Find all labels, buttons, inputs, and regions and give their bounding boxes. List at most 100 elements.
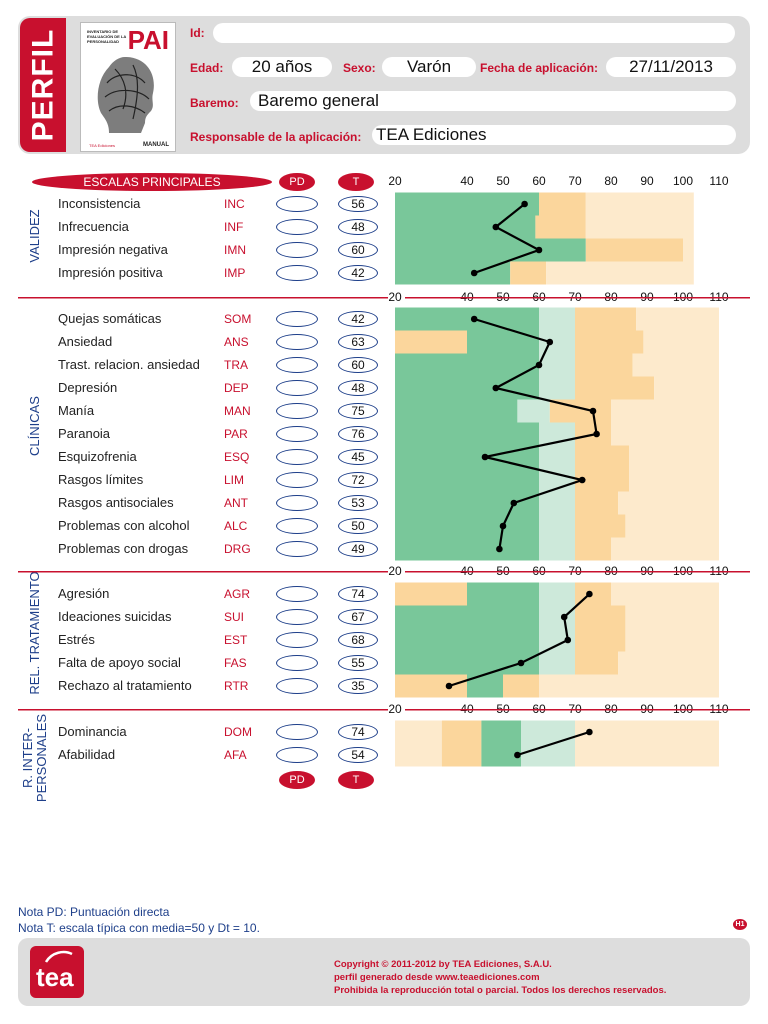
profile-point	[586, 590, 593, 598]
band-segment	[503, 674, 539, 698]
scale-abbr: ANT	[224, 496, 248, 510]
band-segment	[575, 720, 719, 744]
scale-abbr: SUI	[224, 610, 245, 624]
pd-score-field[interactable]	[276, 495, 318, 511]
t-score-field[interactable]: 42	[338, 265, 378, 281]
band-segment	[611, 582, 719, 606]
id-label: Id:	[190, 26, 205, 40]
edad-field[interactable]: 20 años	[232, 57, 332, 77]
t-score-field[interactable]: 42	[338, 311, 378, 327]
pd-score-field[interactable]	[276, 403, 318, 419]
t-score-field[interactable]: 48	[338, 219, 378, 235]
scale-abbr: DOM	[224, 725, 252, 739]
band-segment	[593, 399, 611, 423]
t-score-field[interactable]: 50	[338, 518, 378, 534]
band-segment	[636, 307, 719, 331]
band-segment	[395, 720, 442, 744]
scale-abbr: LIM	[224, 473, 245, 487]
cover-manual-label: MANUAL	[143, 142, 169, 148]
band-segment	[575, 514, 626, 538]
pd-score-field[interactable]	[276, 357, 318, 373]
pd-score-field[interactable]	[276, 426, 318, 442]
baremo-field[interactable]: Baremo general	[250, 91, 736, 111]
pd-score-field[interactable]	[276, 196, 318, 212]
t-score-field[interactable]: 48	[338, 380, 378, 396]
t-score-field[interactable]: 45	[338, 449, 378, 465]
x-tick-label: 40	[460, 174, 474, 188]
band-segment	[683, 238, 694, 262]
pd-score-field[interactable]	[276, 724, 318, 740]
pd-score-field[interactable]	[276, 449, 318, 465]
profile-point	[560, 613, 568, 621]
profile-point	[514, 751, 521, 759]
t-score-field[interactable]: 74	[338, 724, 378, 740]
t-score-field[interactable]: 55	[338, 655, 378, 671]
t-score-field[interactable]: 53	[338, 495, 378, 511]
band-segment	[395, 238, 586, 262]
band-segment	[395, 628, 539, 652]
pd-score-field[interactable]	[276, 242, 318, 258]
scale-name: Dominancia	[58, 724, 127, 739]
band-segment	[643, 330, 719, 354]
scale-name: Rasgos límites	[58, 472, 144, 487]
profile-point	[510, 499, 518, 507]
t-score-field[interactable]: 56	[338, 196, 378, 212]
sexo-label: Sexo:	[343, 61, 376, 75]
pd-score-field[interactable]	[276, 311, 318, 327]
t-score-field[interactable]: 76	[338, 426, 378, 442]
t-score-field[interactable]: 54	[338, 747, 378, 763]
t-score-field[interactable]: 63	[338, 334, 378, 350]
band-segment	[481, 743, 521, 767]
band-segment	[654, 376, 719, 400]
pd-column-header: PD	[279, 173, 315, 191]
head-scribble-icon	[97, 57, 154, 133]
pd-score-field[interactable]	[276, 655, 318, 671]
profile-point	[589, 407, 597, 415]
scale-abbr: INF	[224, 220, 244, 234]
pd-score-field[interactable]	[276, 265, 318, 281]
band-segment	[575, 651, 619, 675]
pd-score-field[interactable]	[276, 541, 318, 557]
pd-score-field[interactable]	[276, 472, 318, 488]
band-segment	[575, 376, 655, 400]
id-field[interactable]	[213, 23, 735, 43]
fecha-field[interactable]: 27/11/2013	[606, 57, 736, 77]
band-segment	[575, 743, 719, 767]
manual-cover-image: INVENTARIO DE EVALUACIÓN DE LA PERSONALI…	[80, 22, 176, 152]
sexo-field[interactable]: Varón	[382, 57, 476, 77]
pd-score-field[interactable]	[276, 518, 318, 534]
pd-score-field[interactable]	[276, 747, 318, 763]
tea-logo: tea	[30, 946, 84, 998]
scale-abbr: INC	[224, 197, 245, 211]
pd-score-field[interactable]	[276, 334, 318, 350]
band-segment	[539, 376, 575, 400]
pd-score-field[interactable]	[276, 678, 318, 694]
t-score-field[interactable]: 72	[338, 472, 378, 488]
responsable-field[interactable]: TEA Ediciones	[372, 125, 736, 145]
t-score-field[interactable]: 49	[338, 541, 378, 557]
t-column-header: T	[338, 173, 374, 191]
x-tick-label: 20	[388, 564, 402, 578]
band-segment	[395, 743, 442, 767]
t-score-field[interactable]: 74	[338, 586, 378, 602]
t-score-field[interactable]: 60	[338, 242, 378, 258]
profile-point	[496, 545, 503, 553]
pd-score-field[interactable]	[276, 380, 318, 396]
band-segment	[539, 582, 575, 606]
scale-abbr: IMP	[224, 266, 246, 280]
x-tick-label: 80	[604, 174, 618, 188]
t-score-field[interactable]: 68	[338, 632, 378, 648]
pd-score-field[interactable]	[276, 219, 318, 235]
t-score-field[interactable]: 67	[338, 609, 378, 625]
t-score-field[interactable]: 60	[338, 357, 378, 373]
t-score-field[interactable]: 75	[338, 403, 378, 419]
band-segment	[395, 582, 467, 606]
t-score-field[interactable]: 35	[338, 678, 378, 694]
pd-score-field[interactable]	[276, 586, 318, 602]
band-segment	[575, 491, 619, 515]
pd-score-field[interactable]	[276, 632, 318, 648]
pd-score-field[interactable]	[276, 609, 318, 625]
band-segment	[441, 720, 482, 744]
x-tick-label: 70	[568, 174, 582, 188]
band-segment	[585, 215, 694, 239]
